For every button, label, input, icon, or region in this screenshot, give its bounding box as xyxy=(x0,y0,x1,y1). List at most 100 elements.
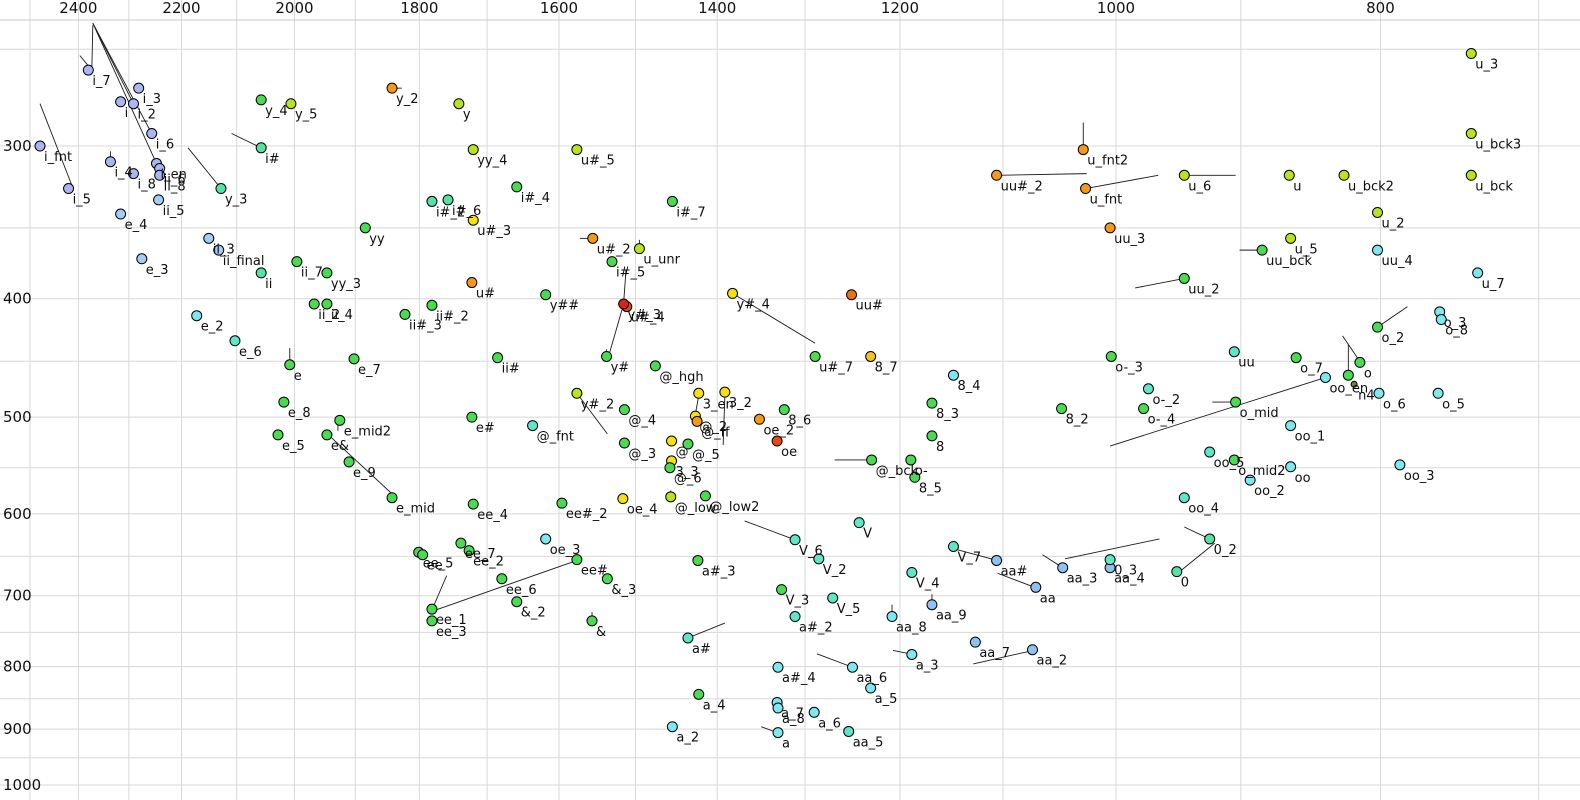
leader-line xyxy=(732,292,816,344)
point-label: &_3 xyxy=(611,583,636,598)
data-point xyxy=(587,232,599,244)
data-point xyxy=(1030,581,1042,593)
point-label: ee_2 xyxy=(473,555,504,570)
point-label: y#_4 xyxy=(737,297,770,312)
data-point xyxy=(1465,48,1477,60)
data-point xyxy=(1138,403,1150,415)
leader-line xyxy=(92,22,134,104)
point-label: @_5 xyxy=(692,448,720,463)
point-label: e_4 xyxy=(125,218,148,233)
data-point xyxy=(649,360,661,372)
point-label: 0_2 xyxy=(1214,543,1237,558)
data-point xyxy=(115,96,127,108)
point-label: oe_4 xyxy=(627,503,658,518)
x-tick-label: 2200 xyxy=(162,0,200,17)
data-point xyxy=(34,140,46,152)
leader-line xyxy=(92,22,153,134)
point-label: oo_3 xyxy=(1404,469,1435,484)
data-point xyxy=(278,396,290,408)
point-label: ii_6 xyxy=(164,173,186,188)
point-label: e& xyxy=(331,439,349,454)
data-point xyxy=(213,244,225,256)
leader-line xyxy=(91,25,94,71)
data-point xyxy=(772,661,784,673)
point-label: & xyxy=(596,625,606,640)
data-point xyxy=(1256,244,1268,256)
data-point xyxy=(906,566,918,578)
data-point xyxy=(1435,314,1447,326)
data-point xyxy=(1354,356,1366,368)
data-point xyxy=(453,98,465,110)
data-point xyxy=(664,462,676,474)
point-label: a_3 xyxy=(916,658,939,673)
point-label: a xyxy=(782,737,790,752)
x-tick-label: 800 xyxy=(1366,0,1395,17)
point-label: ii_3 xyxy=(213,242,235,257)
point-label: o_mid2 xyxy=(1238,464,1285,479)
leader-line xyxy=(432,575,448,609)
data-point xyxy=(633,243,645,255)
leader-line xyxy=(816,653,853,668)
point-label: ee_7 xyxy=(465,547,496,562)
data-point xyxy=(496,573,508,585)
point-label: u#_2 xyxy=(597,242,631,257)
point-label: u_bck xyxy=(1475,179,1513,194)
point-label: i_8 xyxy=(137,178,155,193)
leader-line xyxy=(1064,538,1160,560)
point-label: o_mid xyxy=(1240,406,1279,421)
point-label: yy_4 xyxy=(477,154,507,169)
point-label: ii_8 xyxy=(164,179,186,194)
point-label: i_4 xyxy=(114,166,132,181)
leader-line xyxy=(687,622,726,639)
data-point xyxy=(866,454,878,466)
x-tick-label: 1000 xyxy=(1097,0,1135,17)
point-label: @_low2 xyxy=(709,500,759,515)
leader-line xyxy=(623,270,627,303)
leader-line xyxy=(187,147,222,189)
point-label: uu xyxy=(1238,356,1254,371)
point-label: 8_3 xyxy=(936,407,959,422)
point-label: yy_3 xyxy=(331,277,361,292)
data-point xyxy=(154,169,166,181)
data-point xyxy=(146,128,158,140)
data-point xyxy=(466,411,478,423)
data-point xyxy=(466,277,478,289)
data-point xyxy=(291,256,303,268)
data-point xyxy=(778,404,790,416)
data-point xyxy=(846,661,858,673)
data-point xyxy=(426,615,438,627)
data-point xyxy=(601,350,613,362)
data-point xyxy=(666,435,678,447)
y-tick-label: 1000 xyxy=(3,776,41,794)
point-label: i_6 xyxy=(156,138,174,153)
data-point xyxy=(666,195,678,207)
point-label: u_fnt2 xyxy=(1087,154,1128,169)
data-point xyxy=(63,183,75,195)
data-point xyxy=(1244,474,1256,486)
point-label: n4 xyxy=(1358,388,1375,403)
point-label: 0_3 xyxy=(1114,564,1137,579)
data-point xyxy=(991,554,1003,566)
point-label: oe_2 xyxy=(763,423,794,438)
point-label: u_7 xyxy=(1482,277,1505,292)
point-label: ii_4 xyxy=(331,308,353,323)
point-label: a_2 xyxy=(676,731,699,746)
data-point xyxy=(865,350,877,362)
point-label: aa_8 xyxy=(896,621,927,636)
point-label: u#_5 xyxy=(581,154,615,169)
point-label: e_8 xyxy=(288,406,311,421)
data-point xyxy=(308,298,320,310)
point-label: @_ff xyxy=(701,425,731,440)
data-point xyxy=(284,359,296,371)
data-point xyxy=(255,267,267,279)
y-tick-label: 300 xyxy=(3,137,32,155)
point-label: o_2 xyxy=(1382,331,1405,346)
data-point xyxy=(846,289,858,301)
leader-line xyxy=(744,520,796,541)
data-point xyxy=(348,353,360,365)
data-point xyxy=(359,222,371,234)
data-point xyxy=(426,603,438,615)
data-point xyxy=(467,144,479,156)
point-label: oo_2 xyxy=(1254,484,1285,499)
